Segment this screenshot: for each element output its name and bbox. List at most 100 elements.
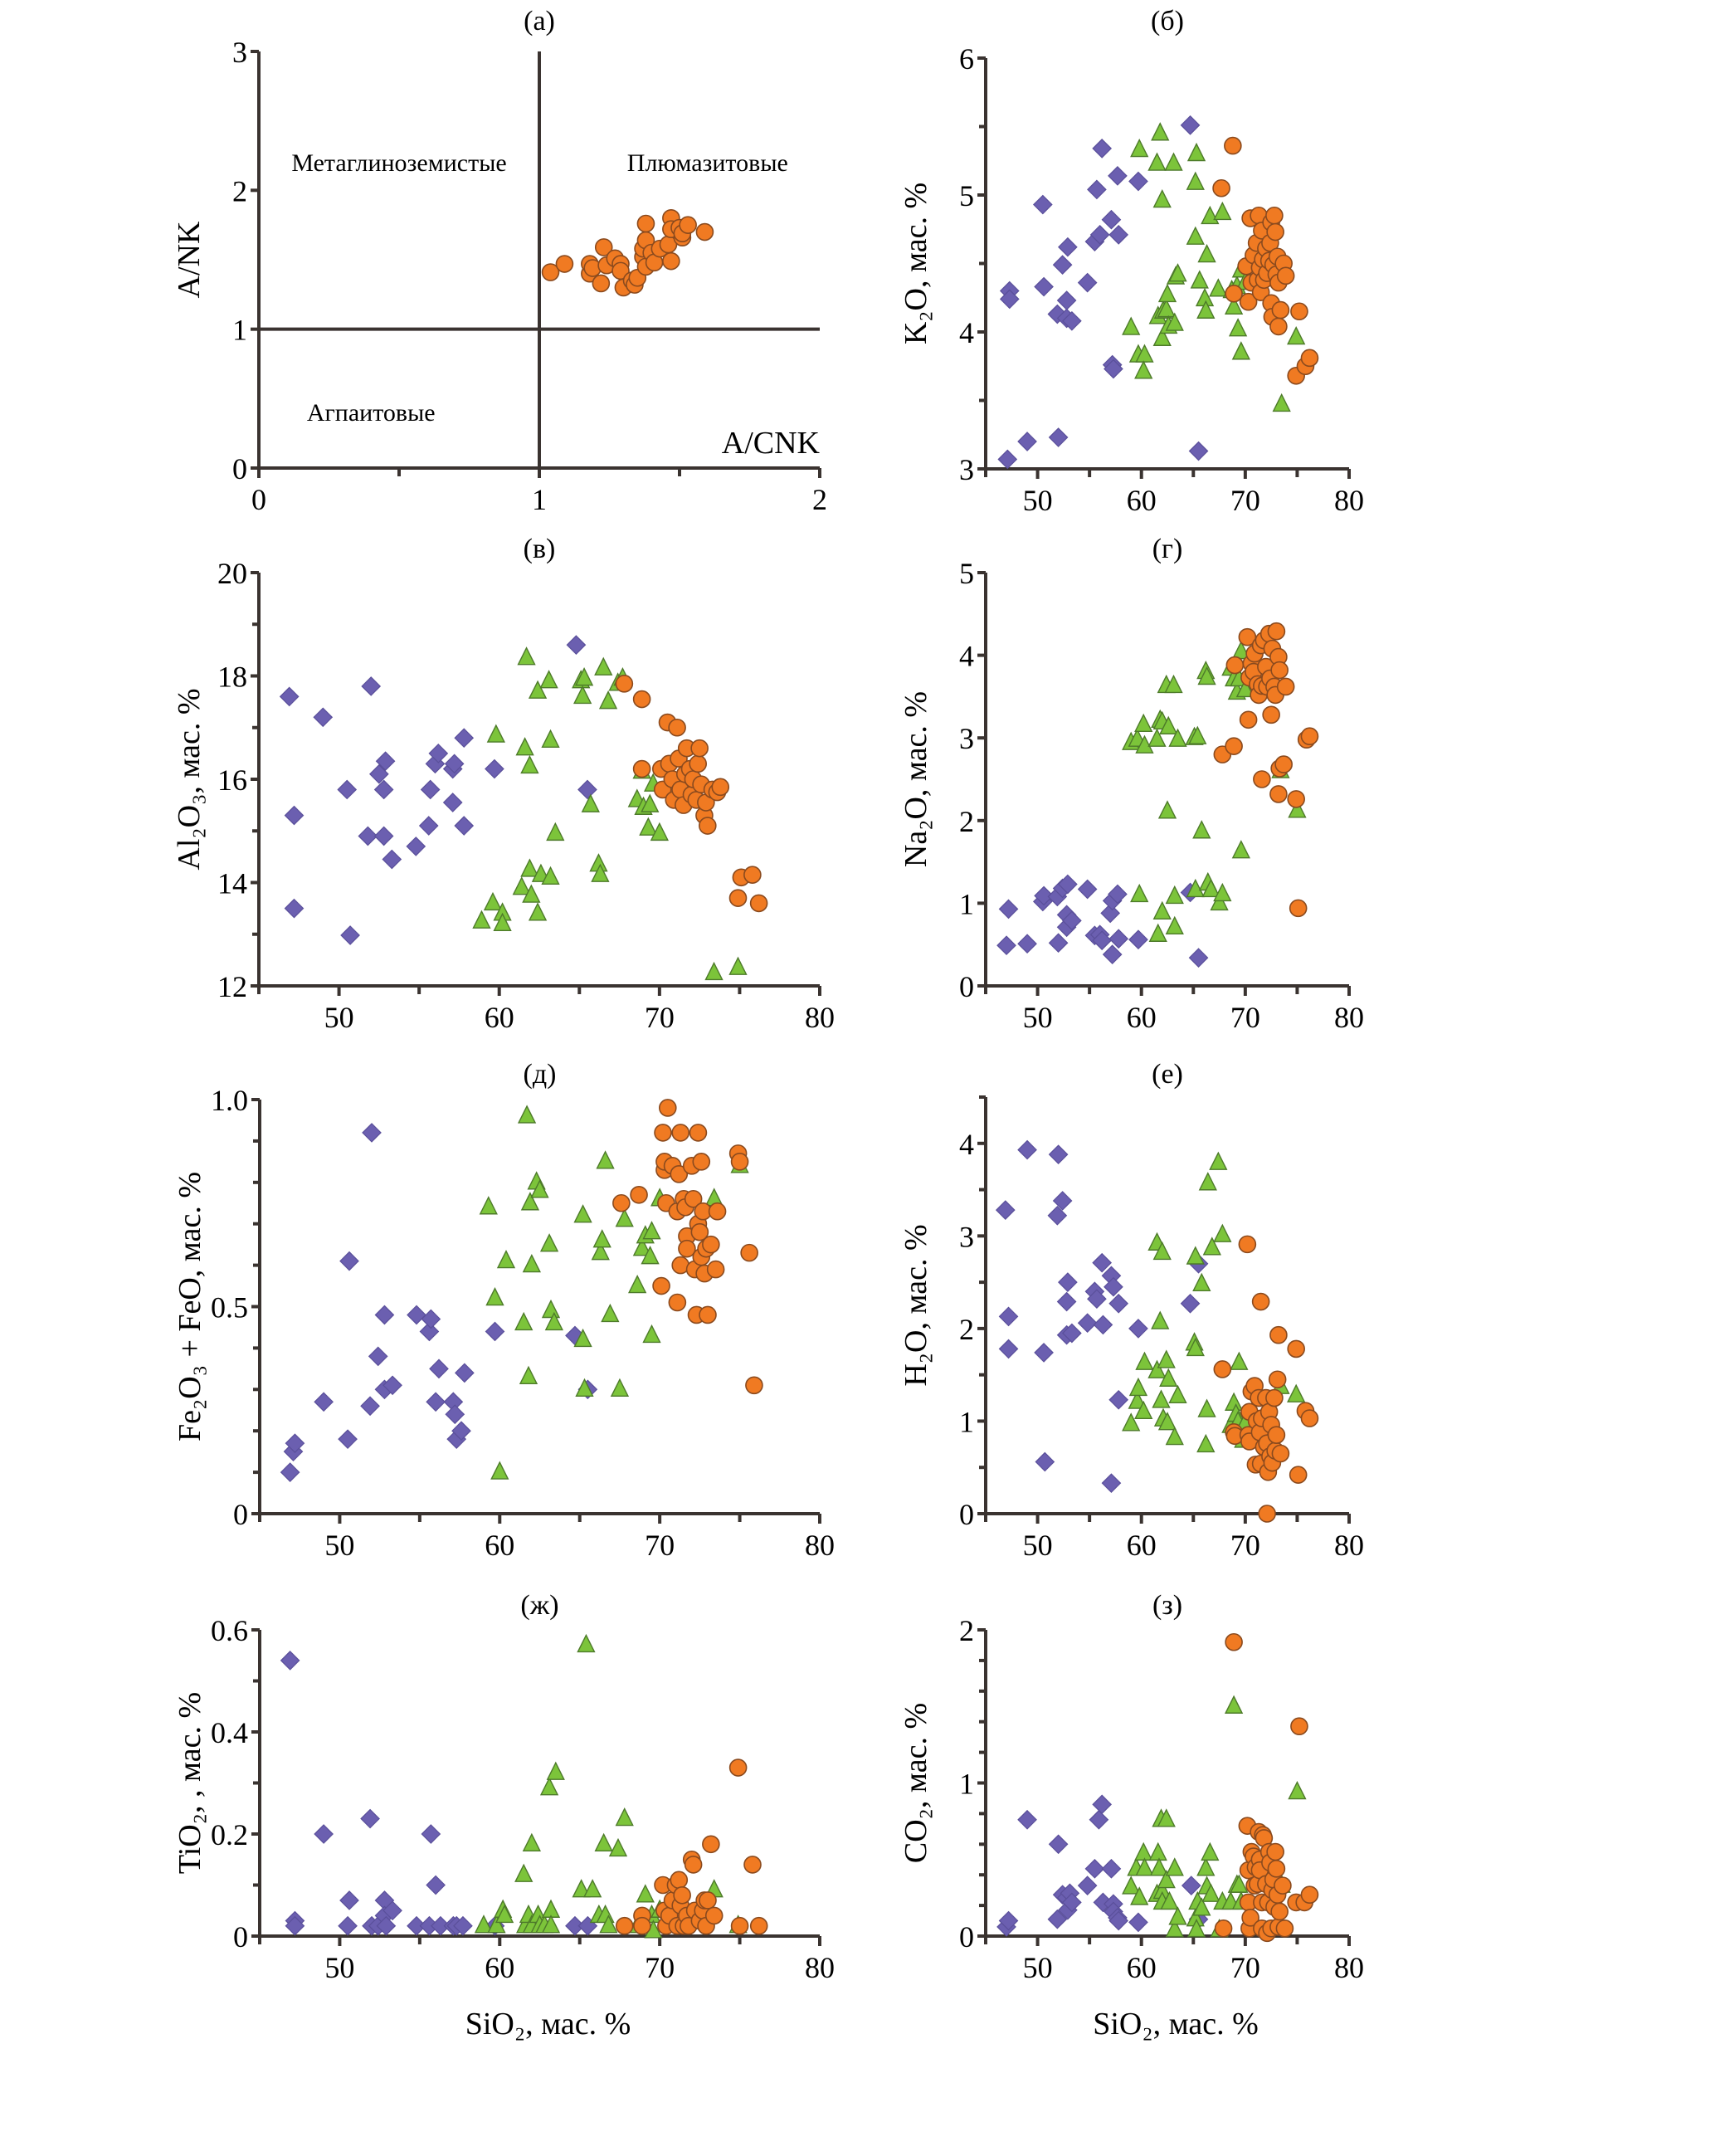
data-point-diamond	[1180, 1293, 1201, 1314]
data-point-circle	[1251, 1292, 1270, 1311]
x-tick-label: 60	[1127, 1529, 1157, 1562]
data-point-diamond	[284, 805, 305, 826]
y-axis-title: TiO₂, , мас. %	[173, 1692, 207, 1874]
region-label: Метаглиноземистые	[291, 149, 506, 177]
data-point-diamond	[314, 1392, 334, 1412]
y-tick-label: 0	[232, 452, 247, 485]
data-point-triangle	[487, 1915, 506, 1934]
data-point-diamond	[338, 1429, 358, 1450]
data-point-diamond	[1017, 432, 1037, 451]
data-point-diamond	[1048, 1144, 1069, 1165]
markers	[280, 1099, 763, 1482]
data-point-diamond	[1077, 1313, 1098, 1334]
y-axis-title: Fe₂O₃ + FeO, мас. %	[173, 1172, 207, 1441]
data-point-triangle	[573, 1328, 592, 1348]
data-point-triangle	[728, 956, 748, 975]
data-point-triangle	[615, 1807, 634, 1827]
y-tick-label: 6	[959, 42, 974, 76]
data-point-diamond	[338, 1915, 358, 1936]
data-point-circle	[692, 1153, 711, 1171]
data-point-triangle	[1213, 1223, 1232, 1242]
data-point-triangle	[1288, 799, 1307, 818]
markers	[995, 1139, 1319, 1523]
x-tick-label: 60	[485, 1001, 514, 1034]
x-tick-label: 1	[532, 483, 547, 516]
data-point-diamond	[1104, 359, 1123, 379]
data-point-circle	[702, 1835, 720, 1854]
data-point-triangle	[1197, 1398, 1216, 1417]
x-axis-title: SiO₂, мас. %	[465, 2007, 631, 2041]
data-point-diamond	[279, 686, 300, 707]
data-point-triangle	[485, 1286, 504, 1306]
data-point-circle	[695, 222, 714, 241]
data-point-triangle	[541, 1915, 561, 1934]
x-tick-label: 70	[1230, 1001, 1260, 1034]
data-point-diamond	[1052, 255, 1073, 275]
data-point-triangle	[472, 910, 491, 929]
data-point-diamond	[1017, 1809, 1037, 1830]
data-point-diamond	[1092, 1794, 1113, 1815]
data-point-diamond	[1048, 1834, 1069, 1855]
data-point-circle	[670, 1871, 689, 1890]
data-point-triangle	[572, 1879, 591, 1898]
data-point-triangle	[1209, 278, 1228, 297]
data-point-diamond	[566, 635, 587, 655]
panel-b: (б) 3 4 5 6 50 60 70 80 K₂O, мас. %	[899, 6, 1364, 517]
data-point-diamond	[375, 751, 396, 772]
data-point-diamond	[339, 1890, 359, 1910]
data-point-circle	[1239, 292, 1258, 311]
data-point-triangle	[594, 656, 613, 676]
data-point-circle	[1212, 178, 1230, 198]
data-point-triangle	[1186, 1246, 1205, 1265]
data-point-circle	[1258, 1505, 1276, 1523]
data-point-diamond	[428, 744, 449, 763]
data-point-triangle	[539, 1233, 559, 1252]
data-point-circle	[1225, 1632, 1243, 1651]
data-point-triangle	[546, 1761, 565, 1780]
data-point-triangle	[539, 670, 558, 689]
data-point-circle	[749, 1916, 768, 1935]
data-point-triangle	[1213, 882, 1232, 902]
data-point-circle	[615, 1916, 634, 1935]
data-point-circle	[1269, 785, 1288, 803]
data-point-diamond	[1101, 209, 1122, 230]
data-point-circle	[1225, 284, 1243, 303]
data-point-diamond	[1108, 929, 1129, 949]
data-point-triangle	[1148, 1841, 1167, 1861]
data-point-triangle	[1157, 1870, 1176, 1889]
data-point-triangle	[1192, 1272, 1211, 1292]
data-point-diamond	[1089, 1809, 1109, 1830]
data-point-circle	[1276, 266, 1295, 285]
data-point-triangle	[1201, 878, 1220, 898]
x-tick-label: 70	[645, 1529, 675, 1562]
x-tick-label: 60	[1127, 484, 1157, 517]
data-point-diamond	[442, 793, 463, 812]
data-point-diamond	[485, 1321, 505, 1342]
data-point-diamond	[444, 754, 465, 774]
x-tick-label: 60	[485, 1951, 514, 1984]
markers	[279, 635, 768, 981]
data-point-triangle	[541, 1299, 561, 1319]
panel-title: (а)	[524, 6, 555, 37]
markers	[280, 1633, 768, 1939]
data-point-circle	[632, 759, 651, 778]
data-point-triangle	[474, 1915, 494, 1934]
data-point-triangle	[1201, 1841, 1220, 1861]
data-point-circle	[654, 1124, 672, 1142]
y-tick-label: 1	[959, 1768, 974, 1801]
data-point-diamond	[426, 1875, 446, 1895]
y-tick-label: 18	[217, 661, 247, 694]
y-tick-label: 5	[959, 179, 974, 212]
x-tick-label: 0	[251, 483, 266, 516]
data-point-circle	[1300, 727, 1319, 746]
data-point-triangle	[1186, 171, 1205, 190]
x-tick-label: 2	[812, 483, 827, 516]
data-point-circle	[632, 690, 651, 709]
data-point-diamond	[337, 779, 358, 800]
data-point-diamond	[454, 816, 475, 836]
region-label: Агпаитовые	[307, 399, 436, 427]
data-point-diamond	[1188, 441, 1209, 461]
data-point-triangle	[490, 1461, 509, 1480]
data-point-diamond	[1077, 1876, 1098, 1895]
y-tick-label: 1	[232, 314, 247, 347]
